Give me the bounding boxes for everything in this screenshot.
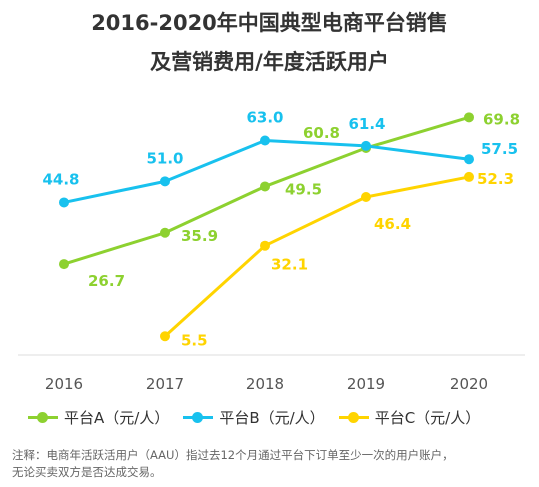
legend-item-c: 平台C（元/人） bbox=[338, 407, 481, 428]
series-line-b bbox=[63, 138, 470, 204]
line-chart: 2016 2017 2018 2019 2020 26.7 35.9 49.5 60.8 69.8… bbox=[18, 108, 525, 393]
data-label-c-2018: 32.1 bbox=[271, 256, 308, 274]
footnote: 注释：电商年活跃活用户（AAU）指过去12个月通过平台下订单至少一次的用户账户，… bbox=[12, 447, 532, 481]
footnote-line1: 注释：电商年活跃活用户（AAU）指过去12个月通过平台下订单至少一次的用户账户， bbox=[12, 448, 454, 462]
point-a-2017 bbox=[160, 227, 170, 238]
data-label-c-2019: 46.4 bbox=[374, 215, 411, 233]
data-label-a-2019: 60.8 bbox=[303, 124, 340, 142]
legend-label-c: 平台C（元/人） bbox=[374, 409, 481, 427]
point-b-2019 bbox=[361, 140, 371, 151]
point-c-2018 bbox=[260, 240, 270, 251]
x-tick-label-2019: 2019 bbox=[347, 375, 385, 393]
x-tick-label-2020: 2020 bbox=[450, 375, 488, 393]
point-a-2020 bbox=[464, 112, 474, 123]
legend-label-b: 平台B（元/人） bbox=[219, 409, 325, 427]
data-label-b-2017: 51.0 bbox=[146, 149, 183, 167]
chart-title-line2: 及营销费用/年度活跃用户 bbox=[150, 50, 389, 74]
point-b-2018 bbox=[260, 135, 270, 146]
series-line-c bbox=[163, 175, 470, 338]
chart-title-line1: 2016-2020年中国典型电商平台销售 bbox=[91, 11, 448, 35]
point-b-2020 bbox=[464, 154, 474, 165]
point-b-2016 bbox=[59, 197, 69, 208]
footnote-line2: 无论买卖双方是否达成交易。 bbox=[12, 465, 162, 479]
data-label-b-2018: 63.0 bbox=[246, 108, 283, 126]
data-label-a-2020: 69.8 bbox=[483, 110, 520, 128]
legend-swatch-a bbox=[28, 412, 58, 423]
data-label-a-2018: 49.5 bbox=[285, 180, 322, 198]
legend-item-b: 平台B（元/人） bbox=[183, 407, 325, 428]
data-label-b-2020: 57.5 bbox=[481, 140, 518, 158]
point-c-2020 bbox=[464, 171, 474, 182]
legend-swatch-c bbox=[338, 412, 369, 423]
legend-item-a: 平台A（元/人） bbox=[28, 407, 169, 428]
legend-swatch-b bbox=[183, 412, 214, 423]
point-a-2016 bbox=[59, 259, 69, 270]
point-c-2019 bbox=[361, 192, 371, 203]
point-c-2017 bbox=[160, 331, 170, 342]
legend-label-a: 平台A（元/人） bbox=[64, 409, 170, 427]
x-tick-label-2017: 2017 bbox=[146, 375, 184, 393]
x-tick-label-2018: 2018 bbox=[246, 375, 284, 393]
data-label-c-2020: 52.3 bbox=[477, 170, 514, 188]
x-tick-label-2016: 2016 bbox=[45, 375, 83, 393]
data-label-b-2016: 44.8 bbox=[42, 170, 79, 188]
legend: 平台A（元/人） 平台B（元/人） 平台C（元/人） bbox=[28, 407, 494, 428]
data-label-b-2019: 61.4 bbox=[348, 115, 385, 133]
data-label-c-2017: 5.5 bbox=[181, 331, 208, 349]
data-label-a-2016: 26.7 bbox=[88, 272, 125, 290]
data-label-a-2017: 35.9 bbox=[181, 227, 218, 245]
point-a-2018 bbox=[260, 181, 270, 192]
point-b-2017 bbox=[160, 176, 170, 187]
